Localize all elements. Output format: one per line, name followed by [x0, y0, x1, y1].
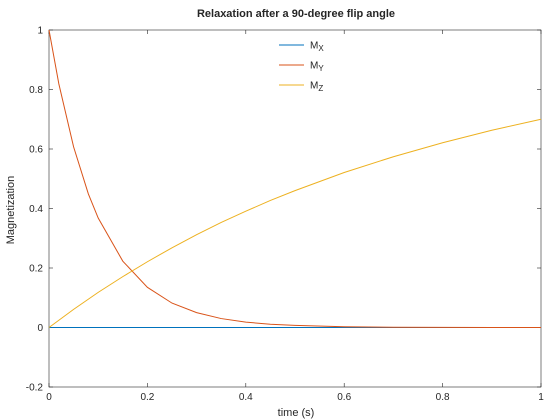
series-line-y — [48, 29, 542, 328]
x-tick-label: 0.6 — [337, 392, 351, 403]
y-tick-label: 0.2 — [29, 264, 43, 275]
chart-title: Relaxation after a 90-degree flip angle — [197, 8, 395, 20]
y-tick-label: 0.8 — [29, 85, 43, 96]
y-tick-label: 1 — [37, 26, 43, 37]
x-tick-label: 0.4 — [239, 392, 253, 403]
legend-label-y: MY — [310, 61, 324, 74]
x-tick-label: 0 — [46, 392, 52, 403]
series-group — [48, 29, 542, 328]
series-line-z — [48, 118, 542, 328]
y-tick-label: -0.2 — [26, 383, 44, 394]
x-axis-label: time (s) — [278, 407, 315, 419]
plot-area — [48, 29, 542, 388]
x-tick-label: 0.8 — [436, 392, 450, 403]
legend-label-x: MX — [310, 41, 324, 54]
y-tick-label: 0 — [37, 323, 43, 334]
y-axis-label: Magnetization — [5, 176, 17, 245]
legend-label-z: MZ — [310, 81, 323, 94]
y-tick-label: 0.6 — [29, 145, 43, 156]
y-tick-label: 0.4 — [29, 204, 43, 215]
x-tick-label: 1 — [538, 392, 544, 403]
legend: MX MY MZ — [279, 41, 324, 94]
axis-ticks: 0 0.2 0.4 0.6 0.8 1-0.200.20.40.60.81 — [26, 26, 544, 404]
x-tick-label: 0.2 — [140, 392, 154, 403]
